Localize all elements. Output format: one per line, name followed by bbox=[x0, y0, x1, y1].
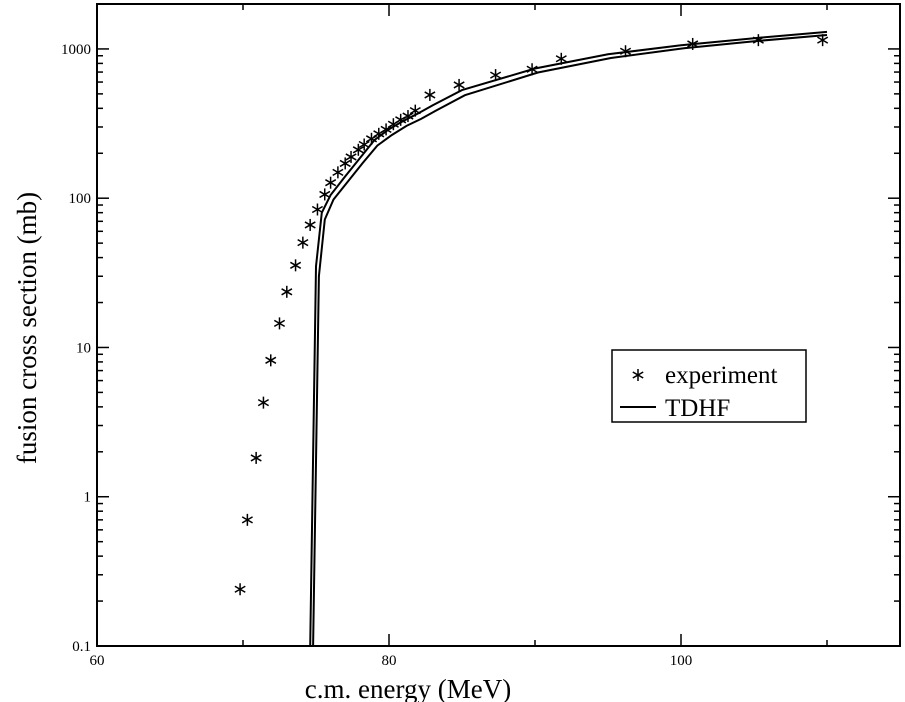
tick-labels: 60 80 100 0.1 1 10 100 1000 bbox=[61, 42, 692, 669]
experiment-point bbox=[311, 203, 324, 216]
y-tick-label: 0.1 bbox=[72, 639, 91, 655]
legend: experiment TDHF bbox=[611, 349, 807, 423]
y-tick-label: 10 bbox=[76, 340, 91, 356]
tdhf-line bbox=[309, 30, 828, 647]
axis-ticks bbox=[96, 3, 900, 647]
tdhf-series bbox=[309, 30, 828, 647]
experiment-point bbox=[297, 236, 309, 249]
experiment-point bbox=[490, 69, 502, 82]
experiment-point bbox=[424, 88, 436, 101]
experiment-point bbox=[402, 110, 414, 123]
legend-experiment-marker bbox=[632, 369, 644, 381]
experiment-point bbox=[265, 354, 277, 367]
experiment-point bbox=[234, 583, 246, 596]
experiment-point bbox=[526, 63, 538, 76]
experiment-point bbox=[257, 396, 270, 409]
experiment-point bbox=[555, 52, 567, 65]
legend-star-marker bbox=[632, 369, 644, 381]
y-tick-label: 1000 bbox=[61, 42, 91, 58]
x-tick-label: 80 bbox=[382, 653, 397, 669]
plot-frame bbox=[96, 3, 901, 647]
experiment-point bbox=[304, 218, 316, 231]
experiment-point bbox=[358, 138, 370, 151]
experiment-point bbox=[752, 34, 764, 47]
experiment-series bbox=[234, 34, 829, 596]
experiment-point bbox=[241, 513, 253, 526]
experiment-point bbox=[273, 317, 286, 330]
y-tick-label: 1 bbox=[84, 490, 92, 506]
experiment-point bbox=[281, 285, 293, 298]
experiment-point bbox=[352, 143, 364, 156]
x-tick-label: 100 bbox=[670, 653, 693, 669]
experiment-point bbox=[687, 37, 699, 50]
experiment-point bbox=[250, 451, 262, 464]
tdhf-line bbox=[312, 34, 828, 647]
y-tick-label: 100 bbox=[69, 191, 92, 207]
legend-experiment-label: experiment bbox=[665, 362, 778, 389]
experiment-point bbox=[345, 150, 357, 163]
experiment-point bbox=[453, 78, 465, 91]
experiment-point bbox=[325, 176, 337, 189]
experiment-point bbox=[289, 259, 302, 272]
experiment-point bbox=[319, 188, 331, 201]
legend-tdhf-label: TDHF bbox=[665, 395, 730, 422]
legend-box bbox=[611, 349, 807, 423]
x-axis-title: c.m. energy (MeV) bbox=[305, 674, 511, 702]
experiment-point bbox=[619, 45, 632, 58]
experiment-point bbox=[817, 34, 829, 47]
experiment-point bbox=[339, 157, 351, 170]
experiment-point bbox=[409, 104, 421, 117]
y-axis-title: fusion cross section (mb) bbox=[12, 192, 42, 464]
experiment-point bbox=[380, 123, 392, 136]
x-tick-label: 60 bbox=[90, 653, 105, 669]
experiment-point bbox=[332, 166, 344, 179]
